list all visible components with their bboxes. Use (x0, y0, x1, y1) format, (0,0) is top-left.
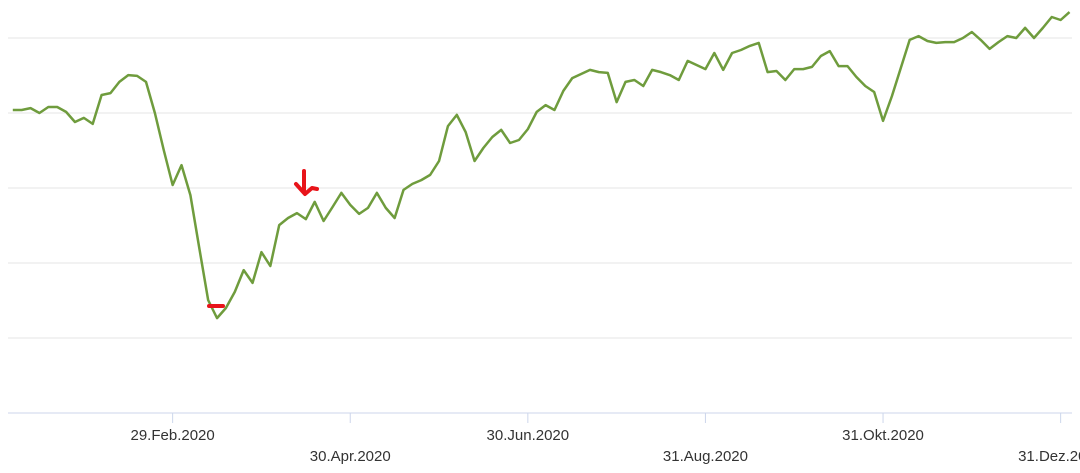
grid (8, 37, 1072, 339)
plot (12, 11, 1071, 320)
x-tick-label: 29.Feb.2020 (131, 427, 215, 444)
annotations (207, 169, 319, 308)
x-tick-label: 31.Aug.2020 (663, 448, 748, 465)
annotation-arrow (294, 169, 319, 196)
x-tick-label: 31.Dez.2020 (1018, 448, 1080, 465)
x-tick-label: 30.Apr.2020 (310, 448, 391, 465)
line (12, 11, 1071, 320)
x-tick-label: 30.Jun.2020 (487, 427, 570, 444)
x-tick-label: 31.Okt.2020 (842, 427, 924, 444)
